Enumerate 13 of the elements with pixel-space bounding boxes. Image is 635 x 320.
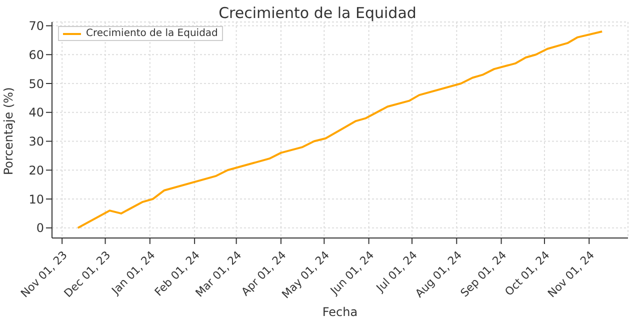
y-tick-label: 50 xyxy=(28,76,44,91)
y-tick-label: 70 xyxy=(28,19,44,34)
y-axis-title: Porcentaje (%) xyxy=(1,87,16,175)
y-tick-label: 60 xyxy=(28,48,44,62)
y-tick-label: 30 xyxy=(28,134,44,149)
x-axis-title: Fecha xyxy=(322,305,358,319)
legend-label: Crecimiento de la Equidad xyxy=(86,28,218,39)
x-tick-label: Jun 01, 24 xyxy=(327,248,377,298)
y-tick-label: 20 xyxy=(28,163,44,178)
y-tick-label: 10 xyxy=(28,192,44,206)
chart-title: Crecimiento de la Equidad xyxy=(218,4,416,22)
y-tick-label: 0 xyxy=(36,221,44,236)
y-tick-label: 40 xyxy=(28,106,44,120)
